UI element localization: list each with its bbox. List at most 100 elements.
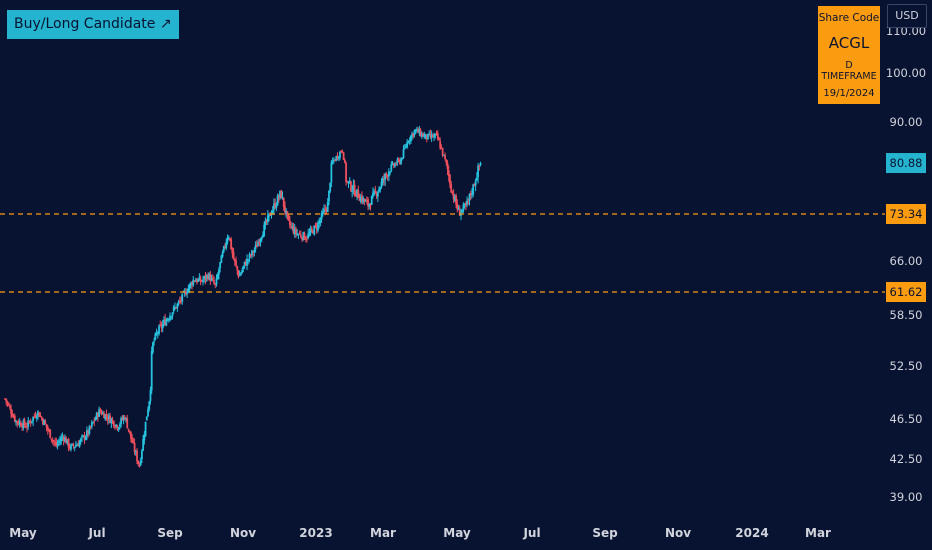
candle	[192, 275, 195, 287]
candle	[62, 434, 65, 446]
candle	[472, 183, 475, 197]
candle	[32, 416, 35, 427]
candle	[75, 440, 77, 448]
candle	[383, 173, 385, 186]
candle	[413, 129, 416, 138]
candle	[187, 284, 190, 294]
candle	[440, 144, 443, 150]
candle	[165, 317, 168, 327]
candle	[200, 280, 203, 283]
candle	[188, 283, 191, 293]
candle	[169, 312, 171, 322]
candle	[285, 208, 288, 219]
candle	[391, 160, 394, 166]
candle	[143, 430, 146, 445]
candle	[455, 193, 457, 208]
candle	[434, 133, 437, 139]
candle	[358, 193, 361, 201]
candle	[354, 190, 357, 198]
candle	[307, 228, 310, 240]
candle	[276, 193, 279, 206]
candle	[122, 414, 125, 425]
candle	[266, 209, 269, 226]
candle	[359, 193, 362, 204]
candle	[478, 164, 481, 171]
candle	[342, 152, 345, 161]
candle	[428, 130, 431, 136]
candle	[286, 210, 289, 221]
candle	[178, 296, 181, 305]
candle	[194, 277, 197, 282]
candle	[78, 439, 81, 448]
candle	[33, 413, 36, 419]
candle	[76, 443, 79, 447]
candle	[264, 217, 267, 230]
candle	[51, 437, 54, 445]
candle	[296, 229, 299, 236]
candle	[447, 165, 450, 182]
candle	[473, 183, 476, 187]
candle	[258, 238, 261, 247]
candle	[295, 226, 297, 238]
candle	[325, 207, 328, 215]
candle	[213, 276, 215, 286]
candle	[27, 416, 30, 430]
x-tick-label: May	[9, 526, 37, 540]
candle	[290, 221, 292, 229]
candle	[98, 406, 101, 417]
y-tick-label: 46.50	[890, 412, 923, 426]
candle	[441, 147, 444, 158]
time-axis[interactable]: May Jul Sep Nov 2023 Mar May Jul Sep Nov 2024 Mar	[9, 526, 831, 540]
candle	[156, 330, 159, 339]
candle	[150, 346, 153, 395]
candle	[313, 225, 316, 236]
candle	[189, 281, 192, 289]
candle	[13, 413, 16, 423]
candle	[127, 428, 130, 433]
candle	[394, 162, 396, 168]
level-badge	[886, 282, 926, 302]
y-tick-label: 42.50	[890, 452, 923, 466]
candle	[479, 161, 482, 167]
candle	[396, 157, 399, 166]
candle	[205, 274, 208, 283]
candle	[411, 131, 413, 141]
candle	[126, 414, 129, 429]
candle	[339, 150, 341, 161]
y-tick-label: 90.00	[890, 115, 923, 129]
candle	[89, 425, 92, 430]
candle	[120, 416, 123, 428]
x-tick-label: Jul	[87, 526, 105, 540]
candle	[65, 436, 68, 444]
candle	[90, 419, 93, 430]
candle	[332, 157, 335, 165]
candle	[37, 410, 39, 420]
candle	[398, 157, 401, 165]
level-label: 73.34	[890, 207, 923, 221]
candle	[246, 254, 248, 271]
candle	[425, 134, 428, 143]
candle	[222, 245, 225, 253]
candle	[12, 413, 15, 419]
candle	[390, 161, 393, 173]
currency-selector[interactable]: USD	[887, 4, 927, 28]
candle	[446, 160, 449, 175]
candle	[110, 417, 113, 429]
candle	[70, 443, 72, 452]
share-code: ACGL	[828, 34, 870, 52]
candle	[210, 274, 213, 282]
candle	[225, 238, 228, 251]
candle	[323, 204, 325, 214]
candle	[86, 426, 88, 441]
candle	[368, 203, 371, 210]
candle	[84, 435, 87, 441]
candle	[68, 443, 71, 451]
candle	[103, 410, 105, 419]
candle	[385, 171, 388, 179]
candle	[220, 254, 223, 263]
candle	[29, 418, 32, 427]
candle	[232, 247, 235, 260]
candle	[442, 154, 445, 156]
candle	[214, 283, 217, 289]
